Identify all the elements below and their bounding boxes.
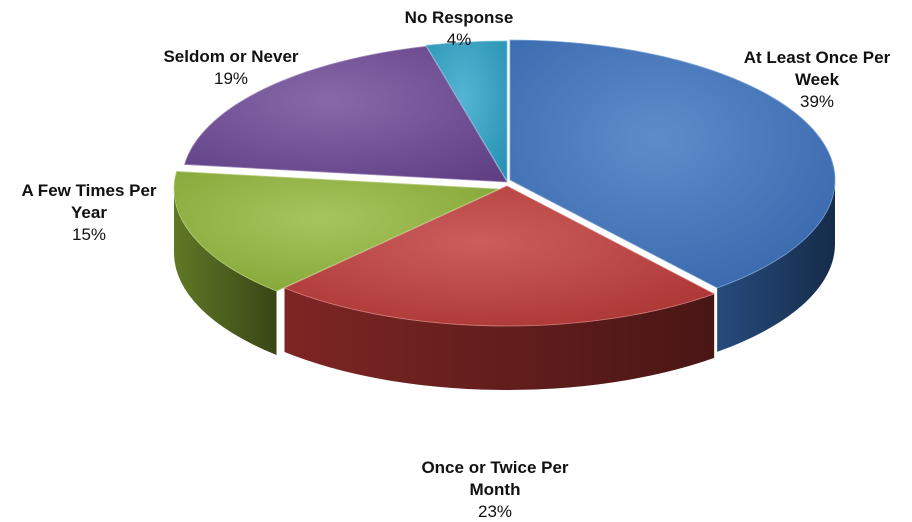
slice-label-at-least-once-per-week: At Least Once Per Week 39% (744, 48, 891, 111)
pie-slice-side-a-few-times-per-year (174, 189, 277, 356)
pie-slice-side-once-or-twice-per-month (284, 288, 715, 390)
slice-label-line: Year (71, 203, 107, 222)
slice-label-seldom-or-never: Seldom or Never 19% (163, 47, 298, 88)
pie-slice-a-few-times-per-year (173, 171, 500, 292)
slice-label-line: No Response (405, 8, 514, 27)
slice-label-line: A Few Times Per (21, 181, 156, 200)
slice-value-label: 23% (478, 502, 512, 521)
pie-slice-no-response (425, 40, 508, 183)
pie-slice-side-at-least-once-per-week (717, 180, 835, 352)
pie-top-layer (173, 39, 836, 327)
pie-labels-layer: At Least Once Per Week 39% Once or Twice Pe… (21, 8, 890, 521)
slice-label-once-or-twice-per-month: Once or Twice Per Month 23% (421, 458, 568, 521)
slice-label-no-response: No Response 4% (405, 8, 514, 49)
pie-slice-seldom-or-never (184, 45, 508, 183)
slice-value-label: 39% (800, 92, 834, 111)
slice-value-label: 4% (447, 30, 472, 49)
slice-label-line: Month (470, 480, 521, 499)
slice-label-line: Once or Twice Per (421, 458, 568, 477)
pie-slice-at-least-once-per-week (509, 39, 836, 289)
pie-depth-layer (174, 180, 835, 390)
pie-slice-once-or-twice-per-month (283, 185, 716, 327)
slice-label-line: Seldom or Never (163, 47, 298, 66)
slice-value-label: 15% (72, 225, 106, 244)
slice-label-line: Week (795, 70, 840, 89)
slice-label-line: At Least Once Per (744, 48, 891, 67)
slice-label-a-few-times-per-year: A Few Times Per Year 15% (21, 181, 156, 244)
slice-value-label: 19% (214, 69, 248, 88)
